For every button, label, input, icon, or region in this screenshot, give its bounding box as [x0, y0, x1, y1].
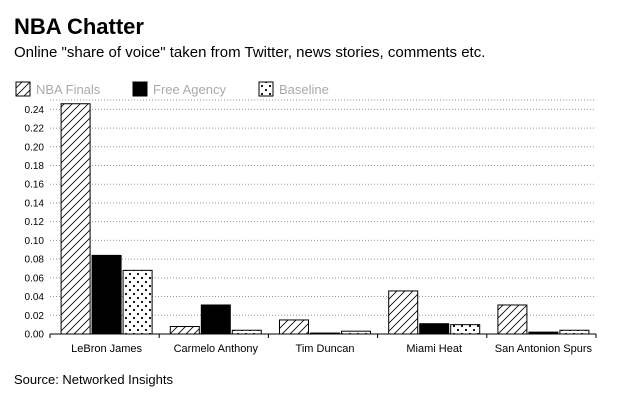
x-tick-label: LeBron James	[71, 343, 142, 355]
bar	[169, 326, 200, 335]
bar	[279, 319, 309, 335]
bars	[60, 103, 590, 335]
bar	[419, 323, 450, 335]
bar	[60, 103, 91, 335]
bar	[497, 304, 528, 335]
x-tick-label: San Antonion Spurs	[495, 343, 593, 355]
y-tick-label: 0.16	[25, 180, 45, 191]
y-tick-label: 0.18	[25, 161, 45, 172]
axes	[49, 333, 597, 338]
y-tick-label: 0.04	[25, 292, 45, 303]
legend-label: Baseline	[279, 82, 329, 97]
bar	[200, 304, 231, 335]
y-tick-label: 0.06	[25, 273, 45, 284]
y-tick-label: 0.24	[25, 105, 45, 116]
bar	[450, 324, 481, 335]
axis-labels: 0.00 0.02 0.04 0.06 0.08 0.10 0.12 0.14 0.16 0.18…	[25, 105, 593, 355]
y-tick-label: 0.10	[25, 236, 45, 247]
y-tick-label: 0.08	[25, 255, 45, 266]
bar	[341, 330, 371, 335]
y-tick-label: 0.14	[25, 198, 45, 209]
source-note: Source: Networked Insights	[14, 372, 173, 387]
bar	[559, 329, 590, 335]
x-tick-label: Miami Heat	[406, 343, 462, 355]
bar	[528, 331, 559, 335]
x-tick-label: Tim Duncan	[296, 343, 355, 355]
legend-label: NBA Finals	[36, 82, 101, 97]
chart-subtitle: Online "share of voice" taken from Twitt…	[14, 44, 486, 61]
x-tick-label: Carmelo Anthony	[174, 343, 259, 355]
legend-swatch	[132, 81, 148, 97]
y-tick-label: 0.22	[25, 124, 45, 135]
y-tick-label: 0.00	[25, 330, 45, 341]
legend-label: Free Agency	[153, 82, 226, 97]
bar	[231, 329, 262, 335]
chart-title: NBA Chatter	[14, 14, 144, 39]
y-tick-label: 0.20	[25, 142, 45, 153]
legend: NBA Finals Free Agency Baseline	[15, 81, 329, 97]
bar	[310, 332, 340, 335]
bar	[388, 290, 419, 335]
bar	[91, 254, 122, 335]
bar	[122, 269, 153, 335]
y-tick-label: 0.12	[25, 217, 45, 228]
legend-swatch	[258, 81, 274, 97]
legend-swatch	[15, 81, 31, 97]
y-tick-label: 0.02	[25, 311, 45, 322]
